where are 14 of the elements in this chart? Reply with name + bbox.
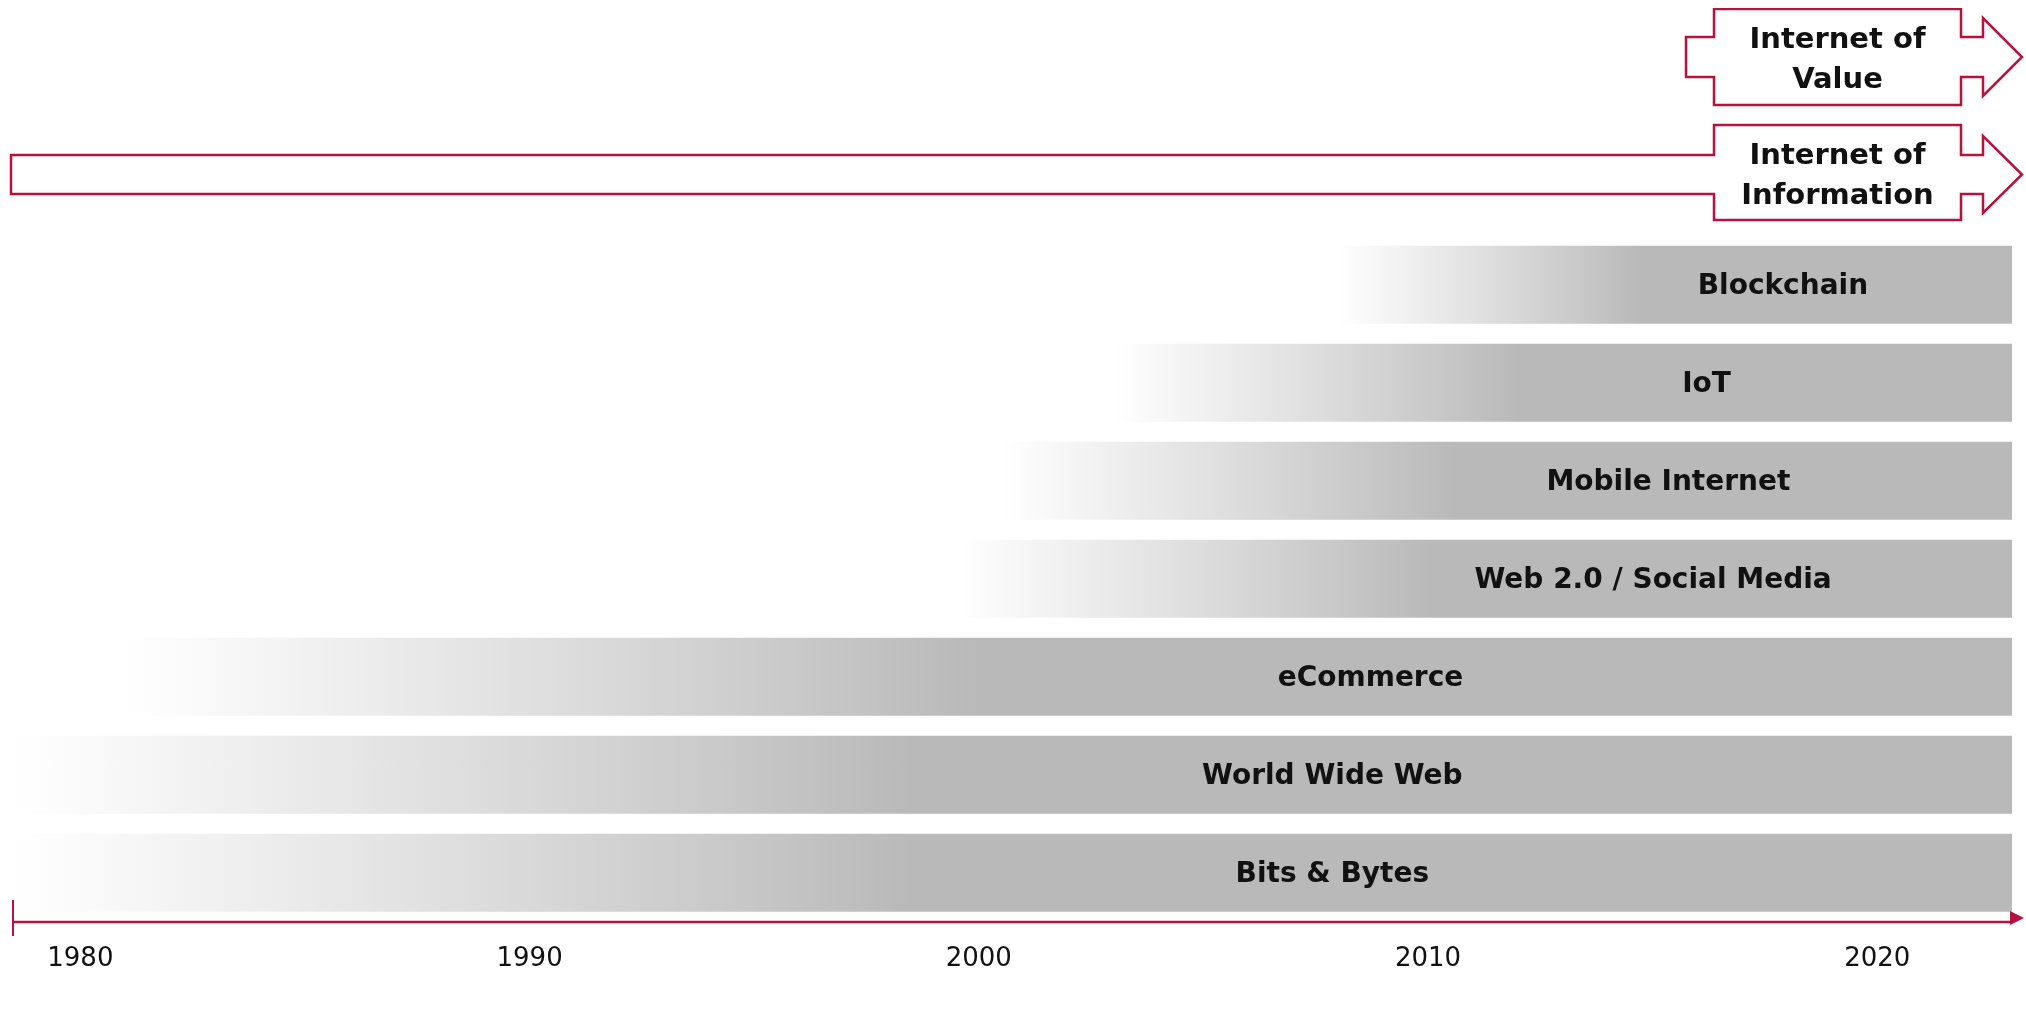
text: Internet of Value (1748, 19, 1927, 97)
x-tick-label: 1990 (496, 942, 563, 973)
y-tick-label: Bits & Bytes (1235, 856, 1430, 890)
y-tick-label: Blockchain (1697, 268, 1869, 302)
x-tick-label: 1980 (47, 942, 114, 973)
text: Internet of Information (1740, 135, 1935, 213)
x-tick-label: 2020 (1844, 942, 1911, 973)
x-tick-label: 2010 (1394, 942, 1462, 973)
y-tick-label: Mobile Internet (1546, 464, 1791, 498)
y-tick-label: eCommerce (1277, 660, 1464, 694)
x-tick-label: 2000 (945, 942, 1012, 973)
y-tick-label: World Wide Web (1202, 758, 1463, 792)
y-tick-label: IoT (1682, 366, 1731, 400)
y-tick-label: Web 2.0 / Social Media (1474, 562, 1832, 596)
